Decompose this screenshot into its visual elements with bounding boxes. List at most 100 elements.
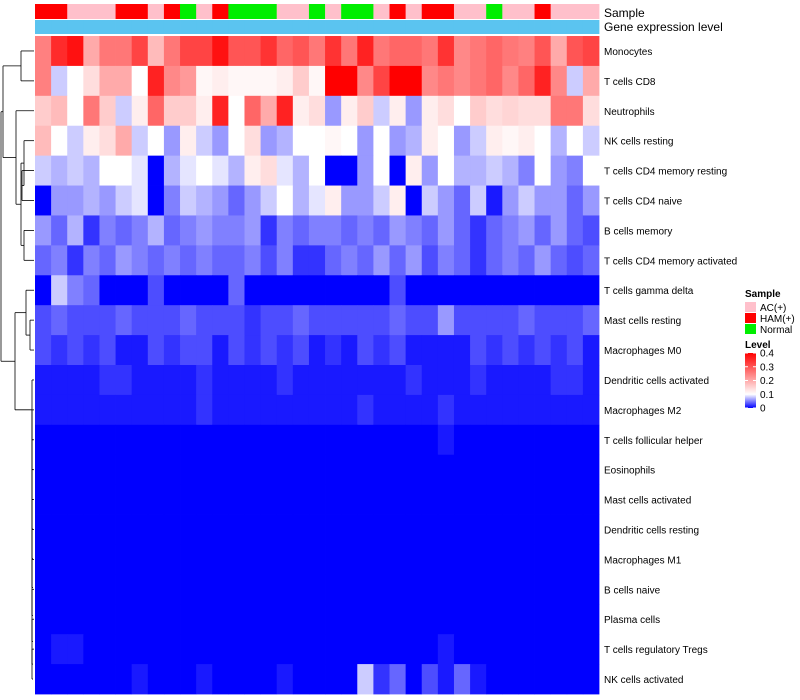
heatmap-cell bbox=[244, 36, 261, 67]
heatmap-cell bbox=[292, 664, 310, 695]
heatmap-cell bbox=[405, 335, 423, 366]
sample-annotation-label: Sample bbox=[604, 6, 645, 20]
heatmap-cell bbox=[566, 544, 584, 575]
heatmap-cell bbox=[292, 275, 310, 306]
heatmap-cell bbox=[582, 634, 600, 665]
heatmap-cell bbox=[35, 275, 52, 306]
heatmap-cell bbox=[51, 275, 68, 306]
heatmap-cell bbox=[421, 245, 439, 276]
heatmap-cell bbox=[131, 574, 149, 605]
sample-annotation-cell bbox=[373, 4, 390, 19]
heatmap-cell bbox=[421, 394, 439, 426]
heatmap-cell bbox=[180, 424, 197, 456]
sample-annotation-cell bbox=[115, 4, 133, 19]
heatmap-cell bbox=[373, 36, 390, 67]
heatmap-cell bbox=[99, 245, 116, 276]
heatmap-cell bbox=[260, 275, 278, 306]
heatmap-cell bbox=[341, 335, 358, 366]
heatmap-cell bbox=[453, 514, 471, 545]
heatmap-cell bbox=[389, 394, 407, 426]
heatmap-cell bbox=[276, 245, 294, 276]
heatmap-cell bbox=[518, 604, 535, 635]
heatmap-cell bbox=[83, 335, 100, 366]
gene-expression-annotation-cell bbox=[357, 20, 374, 34]
gene-expression-annotation-cell bbox=[244, 20, 261, 34]
sample-annotation-cell bbox=[486, 4, 503, 19]
heatmap-cell bbox=[147, 95, 165, 127]
heatmap-cell bbox=[35, 574, 52, 605]
heatmap-cell bbox=[180, 574, 197, 605]
heatmap-cell bbox=[421, 125, 439, 157]
heatmap-cell bbox=[437, 574, 455, 605]
heatmap-cell bbox=[292, 365, 310, 396]
heatmap-cell bbox=[453, 365, 471, 396]
heatmap-cell bbox=[51, 514, 68, 545]
heatmap-cell bbox=[51, 365, 68, 396]
heatmap-cell bbox=[212, 95, 229, 127]
heatmap-cell bbox=[502, 95, 519, 127]
heatmap-cell bbox=[502, 424, 519, 456]
row-labels: Monocytes T cells CD8 Neutrophils NK cells … bbox=[604, 47, 737, 686]
heatmap-cell bbox=[99, 95, 116, 127]
heatmap-cell bbox=[357, 275, 374, 306]
heatmap-cell bbox=[180, 664, 197, 695]
row-label: NK cells activated bbox=[604, 675, 683, 686]
heatmap-cell bbox=[260, 36, 278, 67]
heatmap-cell bbox=[244, 305, 261, 336]
heatmap-cell bbox=[453, 424, 471, 456]
heatmap-cell bbox=[373, 664, 390, 695]
heatmap-cell bbox=[308, 125, 326, 157]
heatmap-cell bbox=[51, 454, 68, 486]
heatmap-cell bbox=[341, 394, 358, 426]
heatmap-cell bbox=[99, 484, 116, 515]
heatmap-cell bbox=[292, 544, 310, 575]
gene-expression-annotation-cell bbox=[196, 20, 213, 34]
heatmap-cell bbox=[534, 215, 552, 246]
heatmap-cell bbox=[308, 664, 326, 695]
heatmap-cell bbox=[470, 335, 487, 366]
heatmap-cell bbox=[341, 65, 358, 97]
heatmap-cell bbox=[67, 604, 84, 635]
heatmap-cell bbox=[35, 245, 52, 276]
heatmap-cell bbox=[566, 454, 584, 486]
heatmap-cell bbox=[470, 65, 487, 97]
heatmap-cell bbox=[276, 275, 294, 306]
heatmap-cell bbox=[486, 454, 503, 486]
heatmap-cell bbox=[292, 424, 310, 456]
heatmap-cell bbox=[437, 454, 455, 486]
heatmap-cell bbox=[228, 155, 245, 186]
heatmap-cell bbox=[325, 604, 342, 635]
heatmap-cell bbox=[582, 305, 600, 336]
sample-annotation-cell bbox=[550, 4, 568, 19]
heatmap-cell bbox=[292, 65, 310, 97]
heatmap-cell bbox=[67, 36, 84, 67]
heatmap-cell bbox=[373, 454, 390, 486]
heatmap-cell bbox=[582, 335, 600, 366]
heatmap-cell bbox=[180, 275, 197, 306]
heatmap-cell bbox=[534, 125, 552, 157]
heatmap-cell bbox=[35, 65, 52, 97]
heatmap-cell bbox=[357, 125, 374, 157]
heatmap-cell bbox=[582, 365, 600, 396]
heatmap-cell bbox=[566, 245, 584, 276]
heatmap-cell bbox=[405, 155, 423, 186]
heatmap-cell bbox=[228, 305, 245, 336]
heatmap-cell bbox=[373, 65, 390, 97]
heatmap-cell bbox=[308, 155, 326, 186]
heatmap-cell bbox=[486, 95, 503, 127]
heatmap-cell bbox=[260, 335, 278, 366]
heatmap-cell bbox=[276, 424, 294, 456]
heatmap-cell bbox=[260, 245, 278, 276]
heatmap-cell bbox=[566, 574, 584, 605]
heatmap-cell bbox=[67, 185, 84, 216]
heatmap-cell bbox=[582, 574, 600, 605]
sample-annotation-cell bbox=[502, 4, 519, 19]
heatmap-cell bbox=[212, 604, 229, 635]
heatmap-cell bbox=[566, 424, 584, 456]
heatmap-cell bbox=[308, 394, 326, 426]
heatmap-cell bbox=[437, 604, 455, 635]
heatmap-cell bbox=[566, 65, 584, 97]
heatmap-cell bbox=[244, 155, 261, 186]
heatmap-cell bbox=[389, 514, 407, 545]
heatmap-cell bbox=[99, 544, 116, 575]
